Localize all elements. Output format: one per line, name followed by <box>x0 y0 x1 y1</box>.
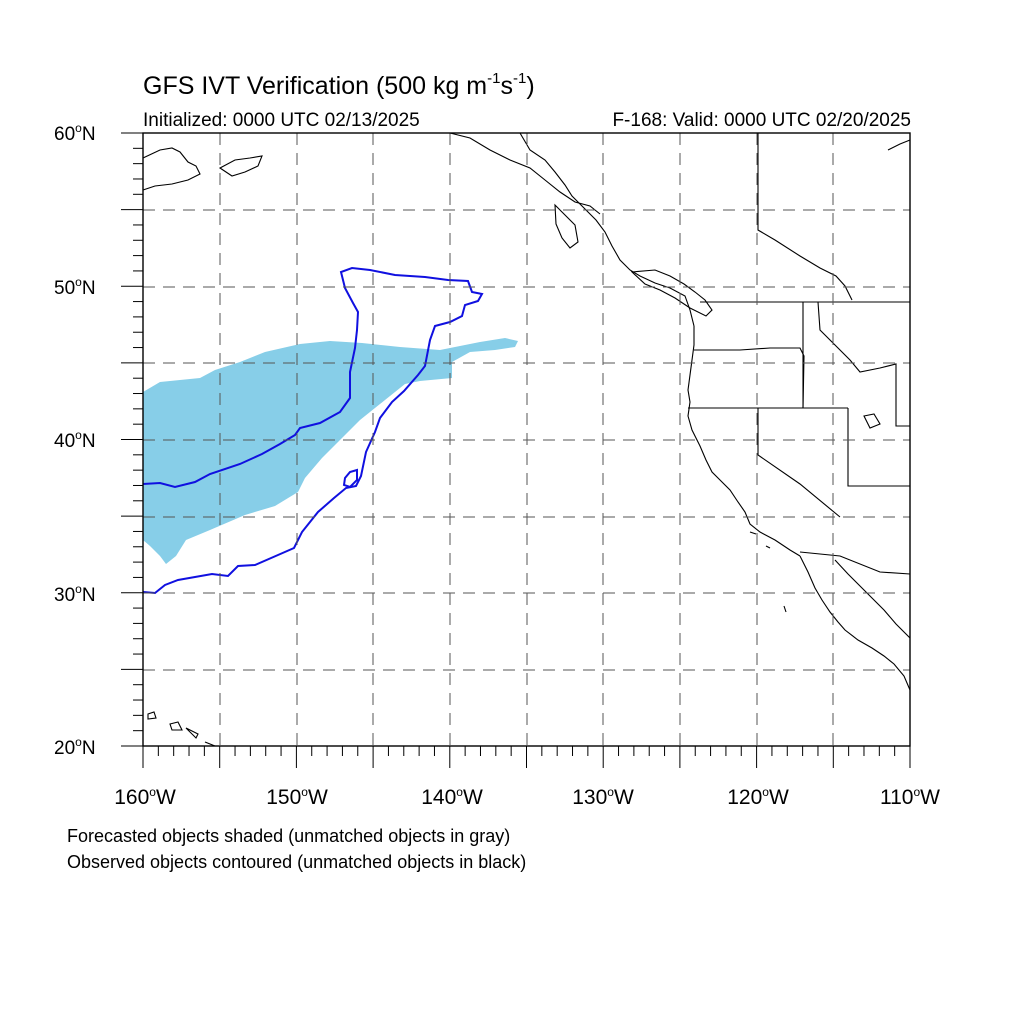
initialized-time: Initialized: 0000 UTC 02/13/2025 <box>143 110 420 131</box>
lon-label-120: 120oW <box>727 785 789 809</box>
forecast-legend-note: Forecasted objects shaded (unmatched obj… <box>67 826 511 846</box>
graticule <box>143 133 910 746</box>
map-frame <box>142 132 911 747</box>
lat-label-60: 60oN <box>54 121 96 145</box>
lat-label-40: 40oN <box>54 428 96 452</box>
observed-small-contour <box>342 468 358 489</box>
lon-label-140: 140oW <box>421 785 483 809</box>
coastlines <box>142 132 911 747</box>
lat-label-20: 20oN <box>54 735 96 759</box>
valid-time: F-168: Valid: 0000 UTC 02/20/2025 <box>612 110 911 131</box>
forecast-ivt-object <box>143 338 518 564</box>
lat-label-50: 50oN <box>54 275 96 299</box>
observed-ivt-contour <box>142 266 484 595</box>
lon-label-160: 160oW <box>114 785 176 809</box>
lon-label-130: 130oW <box>572 785 634 809</box>
lon-label-110: 110oW <box>880 785 940 809</box>
observed-legend-note: Observed objects contoured (unmatched ob… <box>67 852 527 872</box>
axis-ticks <box>121 132 911 768</box>
lat-label-30: 30oN <box>54 582 96 606</box>
chart-title: GFS IVT Verification (500 kg m-1s-1) <box>143 70 535 100</box>
lon-label-150: 150oW <box>266 785 328 809</box>
